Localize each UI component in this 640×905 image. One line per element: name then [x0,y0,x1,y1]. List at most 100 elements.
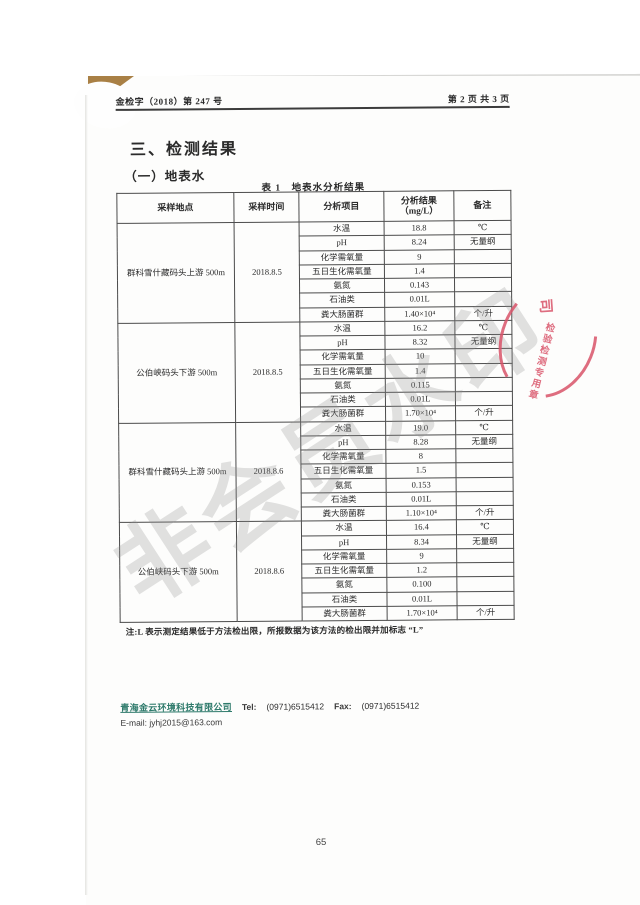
analysis-result-cell: 10 [385,349,456,364]
document-content: 金检字（2018）第 247 号 第 2 页 共 3 页 三、检测结果 （一）地… [83,74,640,905]
analysis-result-cell: 1.10×10⁴ [386,505,457,521]
analysis-result-cell: 1.70×10⁴ [385,406,456,421]
remark-cell: 个/升 [454,305,512,321]
remark-cell: 无量纲 [454,234,512,250]
remark-cell [456,562,514,578]
analysis-result-cell: 9 [386,548,457,564]
analysis-item-cell: 石油类 [300,392,386,408]
remark-cell [456,491,514,506]
remark-cell [454,263,512,278]
col-header-item: 分析项目 [298,191,385,222]
fax-number: (0971)6515412 [361,700,420,712]
email-address: jyhj2015@163.com [149,717,223,728]
analysis-item-cell: 粪大肠菌群 [302,606,388,621]
analysis-result-cell: 16.4 [386,520,457,535]
remark-cell: ℃ [454,220,512,236]
analysis-item-cell: 粪大肠菌群 [300,406,386,422]
location-cell: 群科雪什藏码头上游 500m [117,222,235,324]
col-header-time: 采样时间 [233,191,300,223]
analysis-result-cell: 8.28 [385,434,456,450]
remark-cell: ℃ [454,320,512,335]
document-number: 金检字（2018）第 247 号 [115,96,223,107]
analysis-result-cell: 1.4 [385,363,456,379]
footer-contact-line: 青海金云环境科技有限公司 Tel: (0971)6515412 Fax: (09… [120,698,540,714]
analysis-result-cell: 0.100 [386,577,457,592]
analysis-result-cell: 8 [385,448,456,464]
remark-cell [454,248,512,264]
remark-cell: 个/升 [455,405,513,421]
remark-cell [455,462,514,478]
remark-cell [455,391,513,407]
remark-cell [456,590,515,606]
analysis-item-cell: 化学需氧量 [300,449,386,465]
analysis-item-cell: pH [300,435,386,450]
remark-cell [455,348,513,364]
company-name: 青海金云环境科技有限公司 [120,702,232,713]
analysis-item-cell: 化学需氧量 [300,349,386,365]
remark-cell: 无量纲 [454,334,513,350]
analysis-item-cell: 水温 [301,520,387,536]
date-cell: 2018.8.6 [235,421,302,522]
remark-cell: 无量纲 [456,533,514,549]
analysis-item-cell: 氨氮 [301,477,387,493]
analysis-result-cell: 8.34 [386,534,457,550]
analysis-result-cell: 19.0 [385,420,456,436]
analysis-item-cell: 水温 [299,221,385,237]
analysis-result-cell: 18.8 [384,220,455,236]
analysis-result-cell: 16.2 [384,320,455,336]
analysis-result-cell: 0.01L [386,591,458,607]
table-footnote: 注:L 表示测定结果低于方法检出限，所报数据为该方法的检出限并加标志 “L” [125,624,424,637]
analysis-result-cell: 1.4 [384,263,455,279]
results-table-head: 采样地点 采样时间 分析项目 分析结果 （mg/L） 备注 [116,190,512,224]
analysis-result-cell: 9 [384,249,455,265]
fax-label: Fax: [334,701,352,712]
col-header-remark: 备注 [453,190,512,221]
analysis-result-cell: 0.153 [386,477,457,493]
analysis-result-cell: 1.5 [385,463,457,478]
tel-number: (0971)6515412 [266,701,325,712]
analysis-item-cell: 水温 [300,420,386,436]
analysis-result-cell: 1.2 [386,562,457,578]
results-table-body: 群科雪什藏码头上游 500m 2018.8.5 水温 18.8 ℃ pH 8.24 无量纲 化学… [117,220,515,623]
analysis-result-cell: 0.115 [385,377,456,393]
analysis-result-cell: 1.40×10⁴ [384,306,455,322]
analysis-item-cell: pH [299,235,385,251]
remark-cell [454,291,512,307]
results-table: 采样地点 采样时间 分析项目 分析结果 （mg/L） 备注 群科雪什藏码头上游 … [116,189,515,623]
section-title: 三、检测结果 [129,140,239,159]
analysis-result-cell: 0.01L [386,491,457,507]
analysis-item-cell: 化学需氧量 [299,249,385,265]
analysis-result-cell: 0.01L [385,391,456,407]
page-footer: 青海金云环境科技有限公司 Tel: (0971)6515412 Fax: (09… [120,698,540,728]
remark-cell: 无量纲 [455,434,513,449]
analysis-item-cell: 五日生化需氧量 [300,463,387,479]
remark-cell: ℃ [456,519,514,535]
date-cell: 2018.8.5 [234,221,300,323]
page-number: 65 [315,837,327,848]
analysis-item-cell: 粪大肠菌群 [299,306,385,322]
remark-cell: ℃ [455,419,513,435]
page-indicator: 第 2 页 共 3 页 [447,93,510,105]
analysis-item-cell: pH [301,534,387,550]
remark-cell [455,448,513,464]
analysis-item-cell: 化学需氧量 [301,549,387,564]
remark-cell [455,362,513,378]
analysis-item-cell: 石油类 [301,492,387,507]
date-cell: 2018.8.6 [236,521,303,622]
analysis-item-cell: 石油类 [301,591,388,607]
analysis-item-cell: 氨氮 [299,278,385,294]
paper-sheet [86,76,640,905]
location-cell: 群科雪什藏码头上游 500m [118,422,237,523]
remark-cell: 个/升 [456,505,514,521]
analysis-item-cell: 五日生化需氧量 [300,363,386,379]
analysis-result-cell: 8.32 [384,334,456,350]
remark-cell [454,277,512,293]
analysis-item-cell: 石油类 [299,292,385,308]
date-cell: 2018.8.5 [234,321,301,423]
footer-email-line: E-mail: jyhj2015@163.com [120,715,540,728]
analysis-item-cell: 五日生化需氧量 [301,563,387,579]
tel-label: Tel: [241,701,257,712]
analysis-result-cell: 0.143 [384,277,455,293]
col-header-result: 分析结果 （mg/L） [383,190,455,222]
